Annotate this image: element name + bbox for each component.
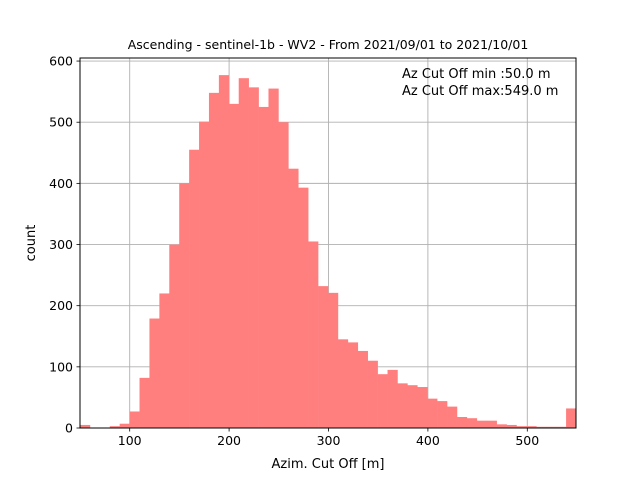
x-axis-label: Azim. Cut Off [m] xyxy=(272,457,385,472)
histogram-bar xyxy=(506,424,517,428)
histogram-bar xyxy=(337,339,349,428)
x-tick-label: 300 xyxy=(317,433,341,448)
histogram-bar xyxy=(298,187,309,428)
histogram-bar xyxy=(546,426,557,428)
histogram-bar xyxy=(179,183,190,428)
histogram-bar xyxy=(149,318,160,428)
histogram-bar xyxy=(437,401,448,428)
plot-frame xyxy=(79,57,577,429)
x-axis-ticks: 100 200 300 400 500 xyxy=(118,428,539,448)
y-tick-label: 0 xyxy=(65,421,73,436)
y-tick-label: 400 xyxy=(49,176,73,191)
histogram-bar xyxy=(347,342,359,428)
x-tick-label: 400 xyxy=(416,433,440,448)
histogram-bar xyxy=(476,420,488,428)
histogram-bar xyxy=(278,122,289,428)
histogram-bar xyxy=(526,426,537,428)
histogram-bar xyxy=(397,383,408,428)
histogram-bar xyxy=(159,293,170,428)
histogram-bar xyxy=(129,411,140,428)
histogram-bar xyxy=(218,75,230,429)
histogram-bars xyxy=(80,75,577,429)
histogram-bar xyxy=(139,377,150,428)
histogram-bar xyxy=(407,385,418,428)
histogram-bar xyxy=(119,423,130,428)
histogram-bar xyxy=(496,424,507,428)
histogram-bar xyxy=(328,292,339,428)
histogram-bar xyxy=(566,408,577,428)
histogram-bar xyxy=(288,168,299,428)
y-axis-label: count xyxy=(24,225,39,262)
histogram-bar xyxy=(466,418,478,428)
chart-title: Ascending - sentinel-1b - WV2 - From 202… xyxy=(128,37,529,52)
y-axis-ticks: 0 100 200 300 400 500 600 xyxy=(49,54,80,436)
histogram-bar xyxy=(228,103,240,428)
annotation-min: Az Cut Off min :50.0 m xyxy=(402,67,550,82)
y-tick-label: 500 xyxy=(49,115,73,130)
histogram-bar xyxy=(208,92,220,429)
histogram-bar xyxy=(189,149,200,428)
histogram-bar xyxy=(268,88,279,428)
y-tick-label: 100 xyxy=(49,359,73,374)
histogram-bar xyxy=(169,244,180,428)
histogram-bar xyxy=(417,387,428,428)
histogram-bar xyxy=(486,420,497,428)
histogram-bar xyxy=(377,374,388,428)
histogram-bar xyxy=(456,416,468,428)
histogram-bar xyxy=(109,426,120,428)
y-tick-label: 300 xyxy=(49,237,73,252)
x-tick-label: 100 xyxy=(118,433,142,448)
histogram-bar xyxy=(80,424,91,428)
histogram-bar xyxy=(199,121,210,428)
histogram-bar xyxy=(318,286,329,428)
histogram-bar xyxy=(427,398,438,428)
histogram-bar xyxy=(357,350,368,428)
histogram-bar xyxy=(367,360,378,428)
y-tick-label: 600 xyxy=(49,54,73,69)
x-tick-label: 200 xyxy=(217,433,241,448)
histogram-bar xyxy=(308,241,319,428)
histogram-bar xyxy=(556,426,567,428)
histogram-bar xyxy=(536,426,547,428)
y-tick-label: 200 xyxy=(49,298,73,313)
histogram-bar xyxy=(258,106,269,428)
annotation-max: Az Cut Off max:549.0 m xyxy=(402,84,558,99)
x-tick-label: 500 xyxy=(515,433,539,448)
histogram-bar xyxy=(238,78,249,428)
histogram-bar xyxy=(516,426,527,428)
histogram-bar xyxy=(447,406,458,428)
histogram-bar xyxy=(387,369,398,428)
histogram-bar xyxy=(248,87,259,428)
